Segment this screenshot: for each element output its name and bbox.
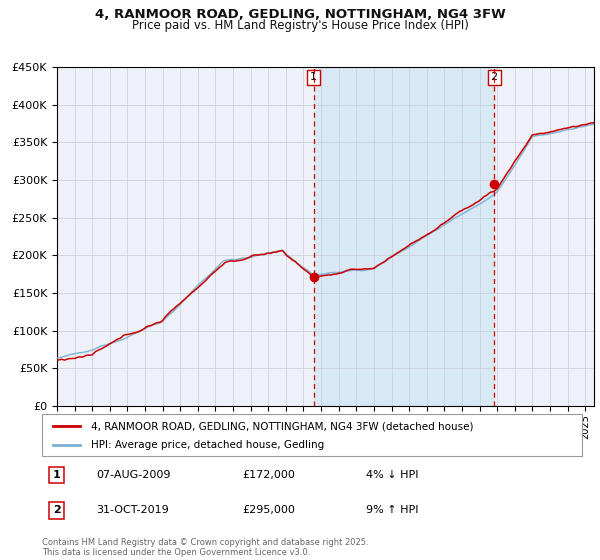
- Text: Price paid vs. HM Land Registry's House Price Index (HPI): Price paid vs. HM Land Registry's House …: [131, 19, 469, 32]
- Text: 9% ↑ HPI: 9% ↑ HPI: [366, 505, 419, 515]
- Text: 1: 1: [310, 72, 317, 82]
- Text: HPI: Average price, detached house, Gedling: HPI: Average price, detached house, Gedl…: [91, 440, 324, 450]
- Text: 2: 2: [53, 505, 61, 515]
- Text: 07-AUG-2009: 07-AUG-2009: [96, 470, 170, 480]
- Bar: [314, 67, 494, 406]
- FancyBboxPatch shape: [42, 414, 582, 456]
- Text: 2: 2: [491, 72, 498, 82]
- Text: 4, RANMOOR ROAD, GEDLING, NOTTINGHAM, NG4 3FW: 4, RANMOOR ROAD, GEDLING, NOTTINGHAM, NG…: [95, 8, 505, 21]
- Text: 4, RANMOOR ROAD, GEDLING, NOTTINGHAM, NG4 3FW (detached house): 4, RANMOOR ROAD, GEDLING, NOTTINGHAM, NG…: [91, 421, 473, 431]
- Text: Contains HM Land Registry data © Crown copyright and database right 2025.
This d: Contains HM Land Registry data © Crown c…: [42, 538, 368, 557]
- Text: 1: 1: [53, 470, 61, 480]
- Text: £295,000: £295,000: [242, 505, 295, 515]
- Text: 31-OCT-2019: 31-OCT-2019: [96, 505, 169, 515]
- Text: £172,000: £172,000: [242, 470, 295, 480]
- Text: 4% ↓ HPI: 4% ↓ HPI: [366, 470, 419, 480]
